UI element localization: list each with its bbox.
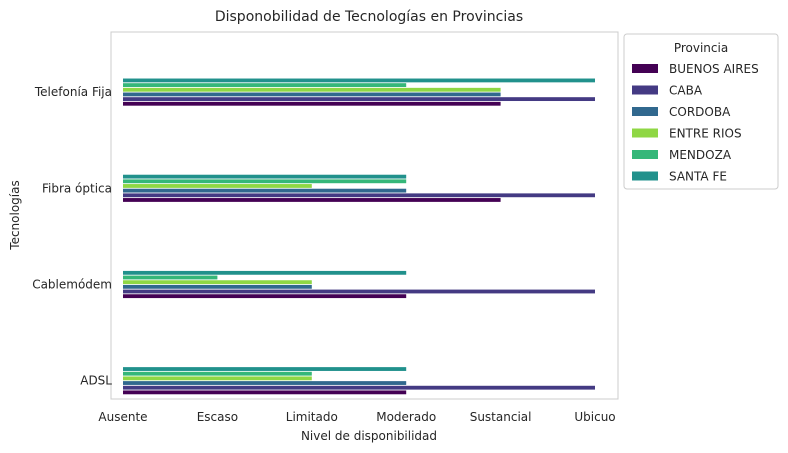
legend-label: CORDOBA — [669, 105, 731, 119]
x-tick-label: Escaso — [197, 410, 238, 424]
y-tick-label: Fibra óptica — [42, 181, 112, 195]
bar-cordoba-2 — [123, 188, 407, 193]
legend-label: CABA — [669, 84, 703, 98]
y-tick-label: ADSL — [80, 374, 112, 388]
bar-santa-fe-0 — [123, 367, 407, 371]
bar-cordoba-0 — [123, 381, 407, 385]
legend-swatch — [632, 64, 658, 73]
legend-label: BUENOS AIRES — [669, 62, 759, 76]
bar-caba-1 — [123, 289, 595, 294]
bar-cordoba-3 — [123, 92, 501, 97]
legend: Provincia BUENOS AIRES CABA CORDOBA ENTRE R… — [623, 33, 779, 190]
legend-swatch — [632, 150, 658, 159]
bar-buenos-aires-0 — [123, 390, 407, 395]
x-tick-labels: Ausente Escaso Limitado Moderado Sustancial U… — [98, 410, 615, 424]
bar-mendoza-3 — [123, 83, 407, 88]
bar-mendoza-2 — [123, 179, 407, 184]
bar-entre-rios-2 — [123, 184, 312, 188]
bar-entre-rios-0 — [123, 376, 312, 381]
legend-label: MENDOZA — [669, 148, 732, 162]
legend-label: ENTRE RIOS — [669, 127, 742, 141]
bar-buenos-aires-2 — [123, 198, 501, 202]
bars-layer — [123, 78, 595, 395]
chart-title: Disponobilidad de Tecnologías en Provinc… — [215, 9, 523, 25]
x-tick-label: Ubicuo — [574, 410, 615, 424]
bar-mendoza-1 — [123, 275, 218, 280]
legend-title: Provincia — [674, 41, 728, 55]
bar-caba-3 — [123, 97, 595, 102]
bar-buenos-aires-3 — [123, 101, 501, 106]
y-tick-label: Telefonía Fija — [34, 85, 112, 99]
legend-swatch — [632, 128, 658, 138]
bar-entre-rios-3 — [123, 87, 501, 92]
y-tick-labels: ADSL Cablemódem Fibra óptica Telefonía Fija — [32, 85, 112, 388]
legend-swatch — [632, 107, 658, 116]
legend-frame — [623, 33, 779, 190]
legend-label: SANTA FE — [669, 170, 727, 184]
bar-santa-fe-3 — [123, 78, 595, 83]
bar-cordoba-1 — [123, 284, 312, 289]
x-axis-label: Nivel de disponibilidad — [301, 429, 437, 443]
x-tick-label: Limitado — [286, 410, 338, 424]
bar-santa-fe-1 — [123, 270, 407, 275]
bar-santa-fe-2 — [123, 174, 407, 179]
legend-swatch — [632, 85, 658, 95]
bar-caba-2 — [123, 193, 595, 198]
legend-swatch — [632, 171, 658, 181]
x-tick-label: Sustancial — [470, 410, 532, 424]
bar-caba-0 — [123, 385, 595, 390]
bar-buenos-aires-1 — [123, 294, 407, 299]
bar-entre-rios-1 — [123, 280, 312, 285]
legend-items: BUENOS AIRES CABA CORDOBA ENTRE RIOS MENDOZA… — [632, 62, 759, 184]
plot-area — [110, 31, 619, 400]
x-tick-label: Moderado — [376, 410, 436, 424]
x-tick-label: Ausente — [98, 410, 147, 424]
y-axis-label: Tecnologías — [8, 180, 22, 250]
y-tick-label: Cablemódem — [32, 278, 112, 292]
bar-mendoza-0 — [123, 371, 312, 376]
